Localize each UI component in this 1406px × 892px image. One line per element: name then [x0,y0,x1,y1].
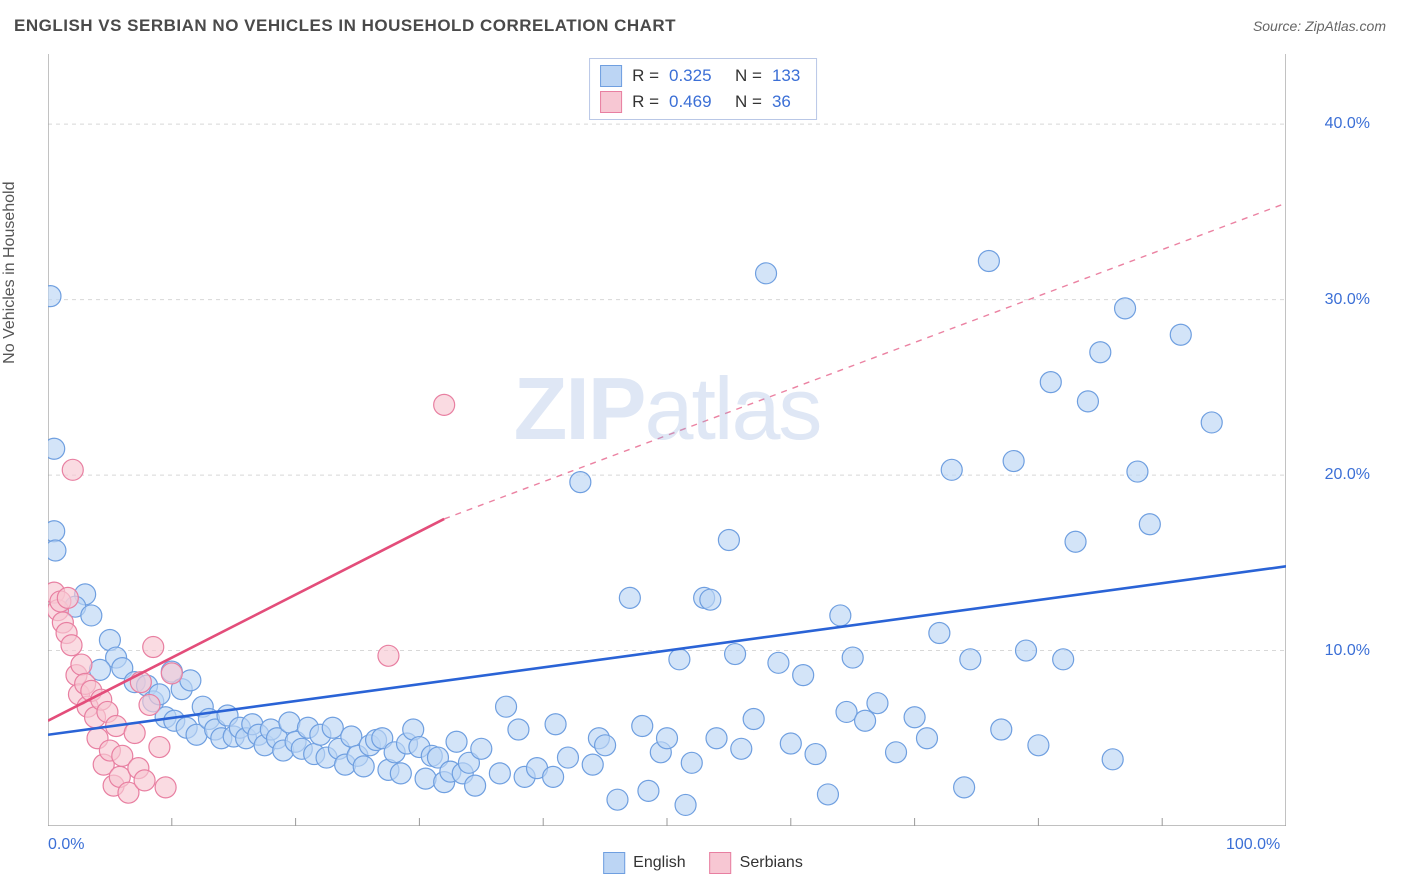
legend-swatch [603,852,625,874]
legend-row: R = 0.325 N = 133 [600,63,802,89]
legend-item: Serbians [710,852,803,874]
chart-container: ENGLISH VS SERBIAN NO VEHICLES IN HOUSEH… [0,0,1406,892]
legend-swatch [710,852,732,874]
legend-swatch [600,91,622,113]
legend-series: English Serbians [603,852,803,874]
y-tick-label: 30.0% [1325,291,1370,309]
y-tick-label: 10.0% [1325,642,1370,660]
legend-label: English [633,854,685,872]
source-label: Source: ZipAtlas.com [1253,18,1386,34]
y-tick-label: 40.0% [1325,115,1370,133]
legend-label: Serbians [740,854,803,872]
x-tick-label: 100.0% [1226,836,1280,854]
legend-n-value: 133 [772,66,802,86]
legend-n-value: 36 [772,92,802,112]
plot-area: 10.0%20.0%30.0%40.0% 0.0%100.0% ZIPatlas [48,54,1286,826]
legend-swatch [600,65,622,87]
legend-correlation: R = 0.325 N = 133 R = 0.469 N = 36 [589,58,817,120]
legend-r-value: 0.469 [669,92,725,112]
legend-n-label: N = [735,66,762,86]
y-tick-label: 20.0% [1325,466,1370,484]
x-tick-label: 0.0% [48,836,84,854]
legend-r-label: R = [632,92,659,112]
y-axis-label: No Vehicles in Household [1,181,19,363]
legend-item: English [603,852,685,874]
chart-title: ENGLISH VS SERBIAN NO VEHICLES IN HOUSEH… [14,16,676,36]
scatter-plot-svg [48,54,1286,826]
legend-r-label: R = [632,66,659,86]
legend-row: R = 0.469 N = 36 [600,89,802,115]
legend-n-label: N = [735,92,762,112]
legend-r-value: 0.325 [669,66,725,86]
